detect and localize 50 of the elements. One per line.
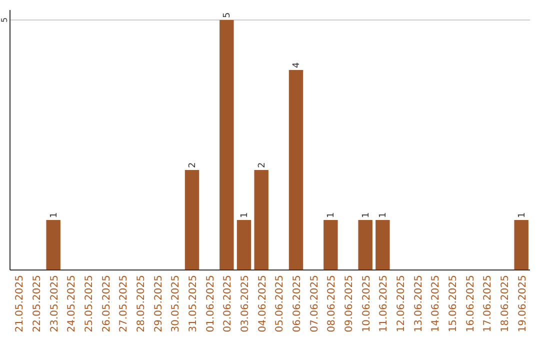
bar — [254, 170, 268, 270]
x-tick-label: 23.05.2025 — [49, 275, 60, 332]
bar — [288, 70, 304, 270]
x-tick-label: 21.05.2025 — [14, 275, 26, 332]
bar — [184, 170, 200, 270]
x-tick-label: 31.05.2025 — [188, 275, 199, 332]
data-label: 1 — [49, 212, 60, 218]
bar — [236, 220, 252, 270]
data-label: 2 — [188, 162, 198, 168]
x-tick-label: 11.06.2025 — [378, 275, 390, 332]
x-tick-label: 18.06.2025 — [500, 275, 511, 332]
data-label: 2 — [257, 162, 268, 168]
x-tick-label: 01.06.2025 — [205, 275, 216, 332]
data-label: 1 — [361, 212, 372, 218]
x-tick-label: 26.05.2025 — [101, 275, 112, 332]
x-tick-label: 13.06.2025 — [413, 275, 424, 332]
x-tick-label: 24.05.2025 — [66, 275, 78, 332]
x-tick-label: 05.06.2025 — [274, 275, 286, 332]
x-tick-label: 08.06.2025 — [326, 275, 338, 332]
x-tick-label: 07.06.2025 — [309, 275, 320, 332]
x-tick-label: 09.06.2025 — [344, 275, 355, 332]
x-tick-label: 27.05.2025 — [118, 275, 130, 332]
data-label: 1 — [240, 212, 250, 218]
x-tick-label: 04.06.2025 — [257, 275, 268, 332]
bar — [376, 220, 390, 270]
data-label: 1 — [326, 212, 337, 218]
x-tick-label: 29.05.2025 — [153, 275, 164, 332]
data-label: 1 — [378, 212, 389, 218]
data-label: 5 — [222, 12, 233, 18]
x-tick-label: 30.05.2025 — [170, 275, 182, 332]
x-tick-label: 10.06.2025 — [361, 275, 372, 332]
bar — [324, 220, 338, 270]
x-tick-label: 17.06.2025 — [482, 275, 494, 332]
x-tick-label: 14.06.2025 — [430, 275, 442, 332]
x-tick-label: 03.06.2025 — [240, 275, 251, 332]
x-tick-label: 22.05.2025 — [32, 275, 43, 332]
x-tick-label: 19.06.2025 — [517, 275, 528, 332]
x-tick-label: 25.05.2025 — [84, 275, 95, 332]
x-tick-label: 16.06.2025 — [465, 275, 476, 332]
data-label: 4 — [292, 62, 302, 68]
bar — [514, 220, 528, 270]
x-tick-label: 28.05.2025 — [136, 275, 147, 332]
bar — [46, 220, 60, 270]
x-tick-label: 02.06.2025 — [222, 275, 234, 332]
bar — [358, 220, 372, 270]
x-tick-label: 12.06.2025 — [396, 275, 407, 332]
data-label: 1 — [517, 212, 528, 218]
x-tick-label: 15.06.2025 — [448, 275, 459, 332]
x-tick-label: 06.06.2025 — [292, 275, 303, 332]
bar — [220, 20, 234, 270]
